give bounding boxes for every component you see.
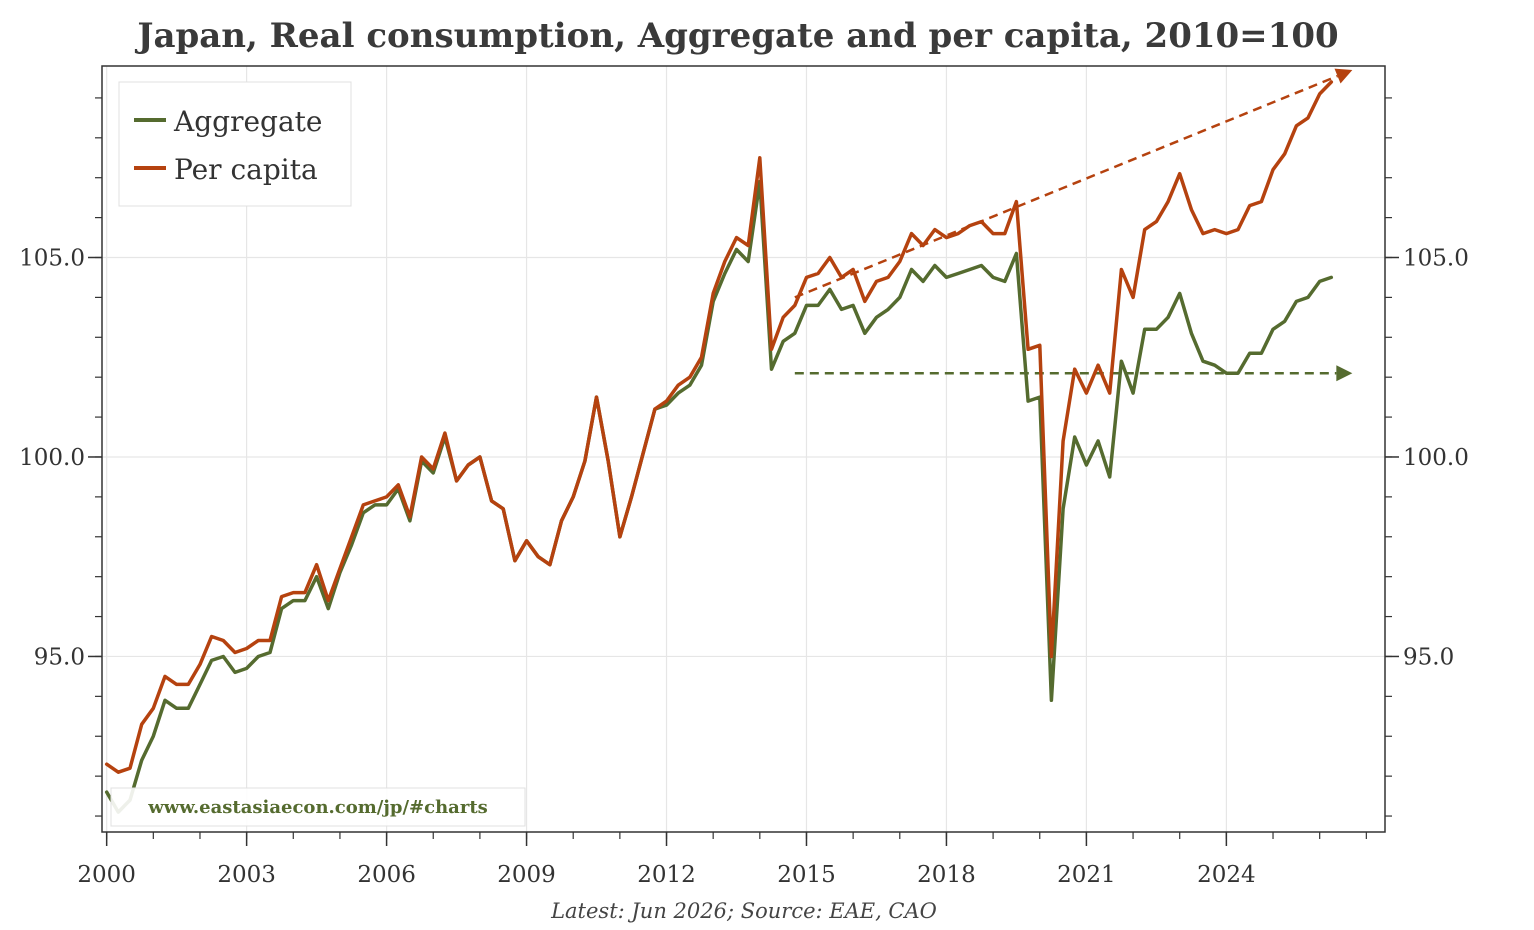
axes: 2000 2003 2006 2009 2012 2015 2018 2021 2024 95.0… — [19, 97, 1469, 888]
y-tick-label-left: 105.0 — [19, 246, 85, 272]
y-tick-label-right: 95.0 — [1403, 644, 1454, 670]
x-tick-label: 2006 — [357, 862, 416, 888]
source-note: Latest: Jun 2026; Source: EAE, CAO — [550, 899, 937, 923]
trend-arrow-head — [1334, 68, 1353, 84]
x-tick-label: 2000 — [77, 862, 136, 888]
x-tick-label: 2009 — [497, 862, 556, 888]
x-tick-label: 2012 — [637, 862, 696, 888]
x-tick-label: 2021 — [1057, 862, 1116, 888]
watermark-text: www.eastasiaecon.com/jp/#charts — [147, 797, 488, 818]
legend-label-per-capita: Per capita — [174, 153, 318, 186]
chart-title: Japan, Real consumption, Aggregate and p… — [134, 16, 1338, 56]
series-lines — [104, 80, 1334, 814]
trend-arrow-line — [794, 74, 1338, 299]
watermark-box — [110, 787, 526, 827]
legend: Aggregate Per capita — [118, 81, 352, 207]
trend-arrow-head — [1336, 365, 1353, 382]
x-tick-label: 2015 — [777, 862, 836, 888]
y-tick-label-left: 95.0 — [34, 644, 85, 670]
y-tick-label-left: 100.0 — [19, 445, 85, 471]
plot-frame — [101, 65, 1386, 833]
x-tick-label: 2018 — [917, 862, 976, 888]
trend-arrows — [794, 68, 1353, 382]
x-tick-label: 2003 — [217, 862, 276, 888]
x-tick-label: 2024 — [1197, 862, 1256, 888]
y-tick-label-right: 105.0 — [1403, 246, 1469, 272]
series-line-aggregate — [104, 179, 1334, 814]
watermark: www.eastasiaecon.com/jp/#charts — [110, 787, 526, 827]
series-line-per-capita — [104, 80, 1334, 774]
legend-box — [118, 81, 352, 207]
y-tick-label-right: 100.0 — [1403, 445, 1469, 471]
legend-label-aggregate: Aggregate — [173, 105, 322, 138]
